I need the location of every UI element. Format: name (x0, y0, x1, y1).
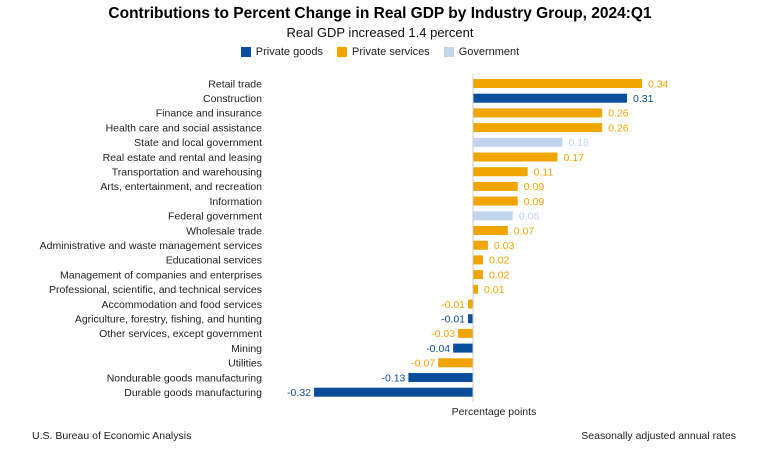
category-label-finance-and-insurance: Finance and insurance (156, 108, 262, 120)
value-labels: 0.34 0.31 0.26 0.26 0.18 0.17 0.11 0.09 0.09 0.08… (287, 78, 668, 399)
category-label-state-and-local-government: State and local government (134, 137, 262, 149)
legend-swatch-private-goods (240, 47, 251, 57)
source-note: U.S. Bureau of Economic Analysis (32, 430, 192, 442)
value-label-administrative-and-waste-management-services: 0.03 (494, 240, 515, 252)
category-label-transportation-and-warehousing: Transportation and warehousing (112, 167, 262, 179)
bar-health-care-and-social-assistance (473, 123, 603, 133)
category-label-accommodation-and-food-services: Accommodation and food services (102, 299, 263, 311)
legend-label-private-goods: Private goods (255, 46, 324, 58)
value-label-construction: 0.31 (633, 93, 654, 105)
bar-accommodation-and-food-services (468, 299, 473, 309)
category-label-mining: Mining (231, 343, 262, 355)
legend-label-private-services: Private services (352, 46, 430, 58)
value-label-accommodation-and-food-services: -0.01 (441, 299, 465, 311)
value-label-agriculture-forestry-fishing-and-hunting: -0.01 (441, 314, 465, 326)
bar-arts-entertainment-and-recreation (473, 181, 518, 191)
value-label-transportation-and-warehousing: 0.11 (534, 167, 554, 179)
legend: Private goods Private services Governmen… (0, 46, 760, 58)
category-label-information: Information (209, 196, 262, 208)
category-label-professional-scientific-and-technical-services: Professional, scientific, and technical … (49, 284, 262, 296)
value-label-information: 0.09 (524, 196, 545, 208)
value-label-state-and-local-government: 0.18 (568, 137, 589, 149)
value-label-federal-government: 0.08 (519, 211, 540, 223)
bar-durable-goods-manufacturing (314, 387, 473, 397)
category-label-federal-government: Federal government (168, 211, 262, 223)
bar-construction (473, 93, 628, 103)
legend-swatch-government (443, 47, 454, 57)
category-label-other-services-except-government: Other services, except government (99, 328, 262, 340)
value-label-mining: -0.04 (426, 343, 450, 355)
bar-educational-services (473, 255, 483, 265)
value-label-utilities: -0.07 (411, 358, 435, 370)
chart-title: Contributions to Percent Change in Real … (108, 5, 652, 22)
legend-label-government: Government (458, 46, 520, 58)
value-label-finance-and-insurance: 0.26 (608, 108, 629, 120)
value-label-durable-goods-manufacturing: -0.32 (287, 387, 311, 399)
value-label-other-services-except-government: -0.03 (431, 328, 455, 340)
category-label-management-of-companies-and-enterprises: Management of companies and enterprises (60, 269, 262, 281)
category-label-administrative-and-waste-management-services: Administrative and waste management serv… (40, 240, 262, 252)
bar-other-services-except-government (458, 328, 473, 338)
category-label-utilities: Utilities (228, 358, 262, 370)
value-label-arts-entertainment-and-recreation: 0.09 (524, 181, 545, 193)
category-label-retail-trade: Retail trade (208, 78, 262, 90)
bars (314, 79, 642, 397)
category-label-wholesale-trade: Wholesale trade (186, 225, 262, 237)
legend-item-private-goods: Private goods (240, 46, 324, 58)
chart-subtitle: Real GDP increased 1.4 percent (286, 25, 474, 40)
legend-item-private-services: Private services (337, 46, 430, 58)
bar-retail-trade (473, 79, 642, 88)
bar-management-of-companies-and-enterprises (473, 270, 483, 280)
value-label-wholesale-trade: 0.07 (514, 225, 535, 237)
bar-information (473, 196, 518, 206)
rates-note: Seasonally adjusted annual rates (581, 430, 736, 442)
category-label-educational-services: Educational services (166, 255, 262, 267)
bar-utilities (438, 358, 473, 368)
bar-nondurable-goods-manufacturing (408, 373, 473, 382)
category-label-health-care-and-social-assistance: Health care and social assistance (106, 122, 263, 134)
value-label-professional-scientific-and-technical-services: 0.01 (484, 284, 505, 296)
bar-state-and-local-government (473, 137, 563, 147)
bar-wholesale-trade (473, 226, 508, 235)
bar-real-estate-and-rental-and-leasing (473, 152, 558, 162)
legend-swatch-private-services (337, 47, 348, 57)
bar-mining (453, 343, 473, 353)
x-axis-label: Percentage points (452, 406, 537, 418)
value-label-health-care-and-social-assistance: 0.26 (608, 122, 629, 134)
value-label-management-of-companies-and-enterprises: 0.02 (489, 269, 510, 281)
bar-federal-government (473, 211, 513, 221)
value-label-nondurable-goods-manufacturing: -0.13 (381, 372, 405, 384)
category-labels: Retail trade Construction Finance and insu… (40, 78, 263, 399)
legend-item-government: Government (443, 46, 520, 58)
category-label-agriculture-forestry-fishing-and-hunting: Agriculture, forestry, fishing, and hunt… (75, 314, 262, 326)
category-label-arts-entertainment-and-recreation: Arts, entertainment, and recreation (100, 181, 262, 193)
bar-professional-scientific-and-technical-services (473, 284, 478, 294)
category-label-durable-goods-manufacturing: Durable goods manufacturing (124, 387, 262, 399)
category-label-real-estate-and-rental-and-leasing: Real estate and rental and leasing (103, 152, 263, 164)
bar-agriculture-forestry-fishing-and-hunting (468, 314, 473, 324)
bar-finance-and-insurance (473, 108, 603, 118)
category-label-nondurable-goods-manufacturing: Nondurable goods manufacturing (107, 372, 262, 384)
bar-transportation-and-warehousing (473, 167, 528, 177)
bar-administrative-and-waste-management-services (473, 240, 488, 250)
value-label-real-estate-and-rental-and-leasing: 0.17 (563, 152, 584, 164)
category-label-construction: Construction (203, 93, 262, 105)
value-label-retail-trade: 0.34 (648, 78, 669, 90)
value-label-educational-services: 0.02 (489, 255, 510, 267)
